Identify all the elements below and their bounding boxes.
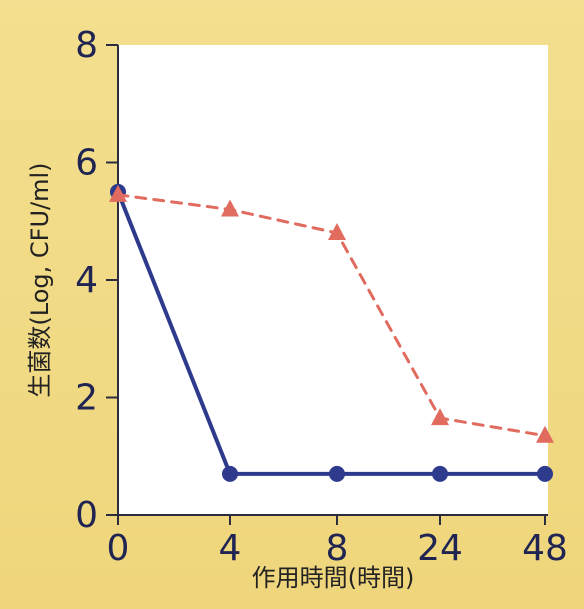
series-2-point-8 <box>328 223 346 240</box>
y-tick-label-2: 2 <box>75 378 98 419</box>
x-tick-label-8: 8 <box>326 528 349 569</box>
y-tick-label-6: 6 <box>75 143 98 184</box>
x-tick-label-0: 0 <box>107 528 130 569</box>
y-tick-label-4: 4 <box>75 260 98 301</box>
x-tick-label-4: 4 <box>219 528 242 569</box>
x-tick-label-24: 24 <box>417 528 463 569</box>
series-1-point-8 <box>329 465 345 482</box>
series-1-point-24 <box>432 465 448 482</box>
series-2-point-24 <box>431 408 449 426</box>
y-axis-label: 生菌数(Log, CFU/ml) <box>26 162 54 397</box>
y-ticks: 0 2 4 6 8 <box>75 25 118 536</box>
series-1-point-4 <box>222 465 238 482</box>
series-2-point-48 <box>536 425 554 443</box>
series-2-point-0 <box>109 184 127 202</box>
y-tick-label-0: 0 <box>75 495 98 536</box>
x-axis-label: 作用時間(時間) <box>252 564 415 592</box>
series-1-point-48 <box>537 465 553 482</box>
series-layer <box>109 183 554 482</box>
series-2-point-4 <box>221 199 239 217</box>
plot-area <box>118 45 548 515</box>
x-tick-label-48: 48 <box>522 528 568 569</box>
y-tick-label-8: 8 <box>75 25 98 66</box>
x-ticks: 0 4 8 24 48 <box>107 515 568 569</box>
